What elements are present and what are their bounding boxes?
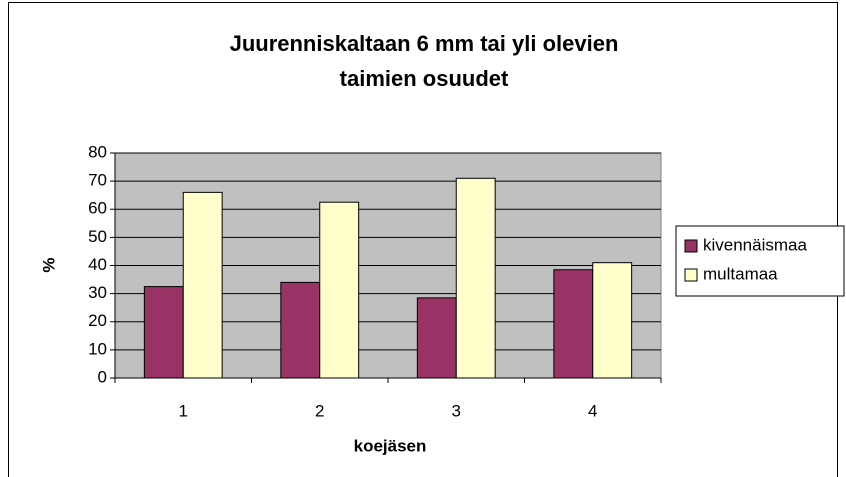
y-tick-label: 10 [88, 339, 107, 358]
bar [553, 269, 594, 379]
y-tick-label: 0 [98, 367, 107, 386]
y-tick-label: 50 [88, 227, 107, 246]
y-tick-label: 40 [88, 255, 107, 274]
y-axis-title: % [39, 257, 58, 272]
y-tick-label: 60 [88, 199, 107, 218]
bar [319, 201, 360, 379]
legend-label: kivennäismaa [703, 235, 807, 254]
x-tick-label: 3 [452, 401, 461, 420]
bar [592, 262, 633, 379]
chart-title: Juurenniskaltaan 6 mm tai yli olevien [230, 31, 619, 56]
y-tick-label: 70 [88, 171, 107, 190]
bar [416, 297, 457, 379]
bar [143, 286, 184, 379]
y-tick-label: 30 [88, 283, 107, 302]
x-tick-label: 4 [588, 401, 597, 420]
y-tick-label: 80 [88, 142, 107, 161]
bar [182, 191, 223, 379]
legend-swatch [684, 239, 698, 253]
x-tick-label: 2 [315, 401, 324, 420]
legend [675, 225, 845, 297]
chart-title: taimien osuudet [340, 66, 509, 91]
bar [280, 281, 321, 379]
legend-label: multamaa [703, 264, 778, 283]
legend-swatch [684, 268, 698, 282]
y-tick-label: 20 [88, 311, 107, 330]
x-axis-title: koejäsen [354, 436, 427, 455]
x-tick-label: 1 [179, 401, 188, 420]
bar [455, 177, 496, 379]
